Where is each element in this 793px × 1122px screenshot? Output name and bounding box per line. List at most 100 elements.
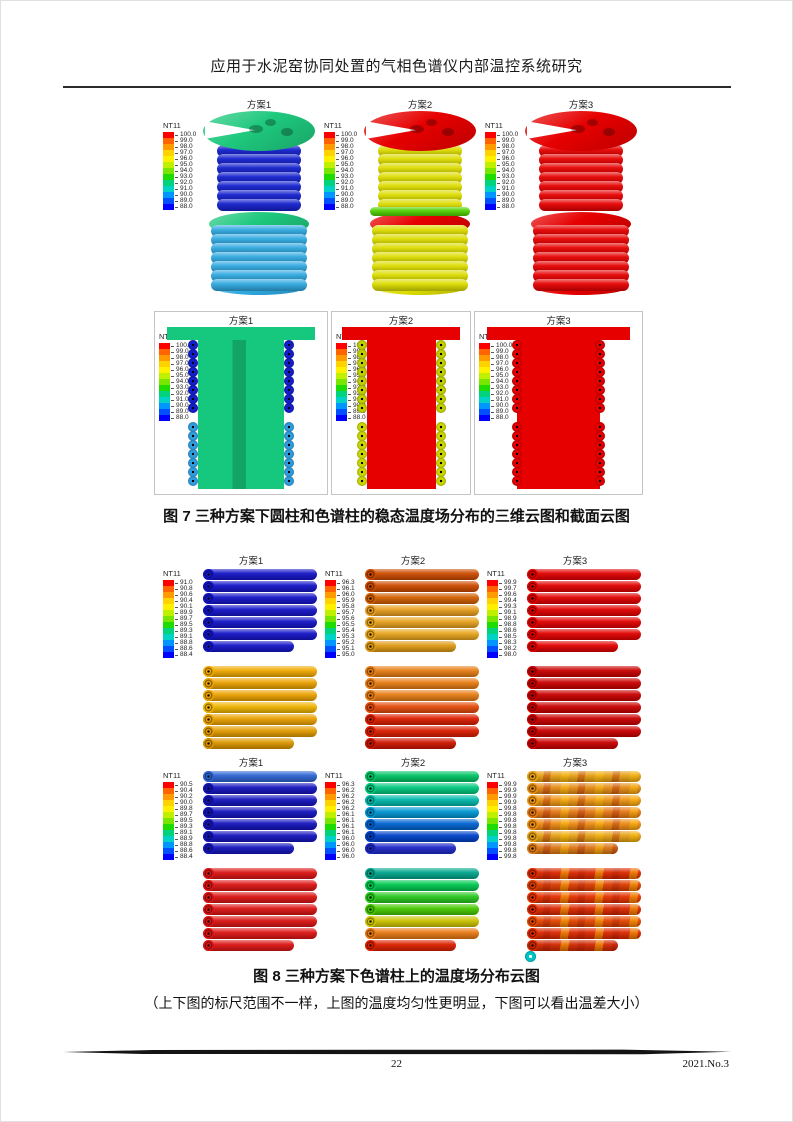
coil-end-circle xyxy=(527,928,538,939)
legend-value: 97.0 xyxy=(180,149,193,156)
legend-value: 90.4 xyxy=(180,597,193,604)
coil-bar xyxy=(203,807,317,818)
coil-bar xyxy=(527,771,641,782)
legend-tick xyxy=(337,808,340,810)
legend-value: 99.8 xyxy=(504,847,517,854)
legend-swatch xyxy=(159,415,170,421)
legend-swatch xyxy=(324,198,335,204)
legend-swatch xyxy=(324,180,335,186)
legend-tick xyxy=(336,152,339,154)
coil-bar xyxy=(527,880,641,891)
coil-end-circle xyxy=(203,617,214,628)
legend-row: 88.0 xyxy=(336,414,369,421)
spool-coil-bar xyxy=(370,207,470,216)
coil-bar xyxy=(527,940,619,951)
legend-tick xyxy=(491,405,494,407)
coil-end-circle xyxy=(203,702,214,713)
legend-row: 96.1 xyxy=(325,811,361,818)
legend-value: 89.3 xyxy=(180,627,193,634)
legend-value: 91.0 xyxy=(180,185,193,192)
legend-row: 96.0 xyxy=(325,835,361,842)
legend-tick xyxy=(499,826,502,828)
coil-circle xyxy=(284,358,294,368)
legend-tick xyxy=(337,784,340,786)
coil-circle xyxy=(356,440,367,450)
legend-row: 95.0 xyxy=(485,161,518,168)
legend-swatch xyxy=(325,652,336,658)
coil-bar xyxy=(527,738,619,749)
legend-value: 99.8 xyxy=(504,829,517,836)
coil-end-circle xyxy=(527,892,538,903)
disc-hole xyxy=(442,128,454,136)
legend-value: 95.9 xyxy=(342,597,355,604)
legend-row: 90.2 xyxy=(163,793,199,800)
legend-row: 95.5 xyxy=(325,621,361,628)
coil-circle xyxy=(188,394,198,404)
legend-row: 94.0 xyxy=(163,167,196,174)
spool-coil-bar xyxy=(217,199,301,211)
legend-value: 95.6 xyxy=(342,615,355,622)
legend-swatch xyxy=(163,830,174,836)
coil-end-circle xyxy=(527,726,538,737)
coil-circle xyxy=(435,458,446,468)
coil-circle xyxy=(188,376,198,386)
legend-swatch xyxy=(487,812,498,818)
coil-circle xyxy=(284,449,294,459)
legend-tick xyxy=(171,357,174,359)
coil-end-circle xyxy=(203,771,214,782)
legend-row: 99.8 xyxy=(487,823,523,830)
legend-value: 99.8 xyxy=(504,823,517,830)
legend-tick xyxy=(499,582,502,584)
coil-end-circle xyxy=(527,904,538,915)
legend-tick xyxy=(499,856,502,858)
coil-bar xyxy=(203,904,317,915)
disc-hole xyxy=(249,125,263,133)
legend-tick xyxy=(491,399,494,401)
coil-end-circle xyxy=(203,714,214,725)
coil-circle xyxy=(511,467,522,477)
legend-tick xyxy=(175,802,178,804)
legend-value: 90.0 xyxy=(341,191,354,198)
coil-bar xyxy=(527,678,641,689)
section-coil-circles xyxy=(595,422,606,486)
legend-row: 99.8 xyxy=(487,835,523,842)
legend-tick xyxy=(337,636,340,638)
coil-circle xyxy=(595,422,606,432)
legend-swatch xyxy=(479,379,490,385)
coil-bar xyxy=(365,868,479,879)
legend-swatch xyxy=(487,836,498,842)
legend-row: 98.5 xyxy=(487,633,523,640)
legend-swatch xyxy=(159,343,170,349)
coil-end-circle xyxy=(203,916,214,927)
legend-value: 96.1 xyxy=(342,585,355,592)
legend-swatch xyxy=(487,622,498,628)
legend-swatch xyxy=(487,598,498,604)
coil-end-circle xyxy=(527,666,538,677)
legend-tick xyxy=(175,832,178,834)
coil-end-circle xyxy=(527,916,538,927)
legend-tick xyxy=(491,381,494,383)
legend-swatch xyxy=(163,836,174,842)
legend-swatch xyxy=(325,806,336,812)
legend-tick xyxy=(175,176,178,178)
legend-row: 99.0 xyxy=(479,348,512,355)
legend-tick xyxy=(497,158,500,160)
figure8-panel: 方案2 NT11 96.3 96.2 96.2 96.2 96.2 96.1 96.1 96.1 9… xyxy=(325,755,485,952)
legend-row: 91.0 xyxy=(479,396,512,403)
legend-tick xyxy=(175,612,178,614)
legend-tick xyxy=(175,140,178,142)
legend-row: 93.0 xyxy=(485,173,518,180)
legend-row: 98.8 xyxy=(487,621,523,628)
legend-swatch xyxy=(485,192,496,198)
legend-tick xyxy=(348,411,351,413)
legend-row: 95.0 xyxy=(479,372,512,379)
legend-swatch xyxy=(163,628,174,634)
coil-circle xyxy=(188,349,198,359)
legend-tick xyxy=(175,146,178,148)
legend-swatch xyxy=(163,592,174,598)
legend-tick xyxy=(175,606,178,608)
legend-swatch xyxy=(325,640,336,646)
legend-row: 88.8 xyxy=(163,639,199,646)
legend-tick xyxy=(175,188,178,190)
coil-circle xyxy=(356,376,367,386)
